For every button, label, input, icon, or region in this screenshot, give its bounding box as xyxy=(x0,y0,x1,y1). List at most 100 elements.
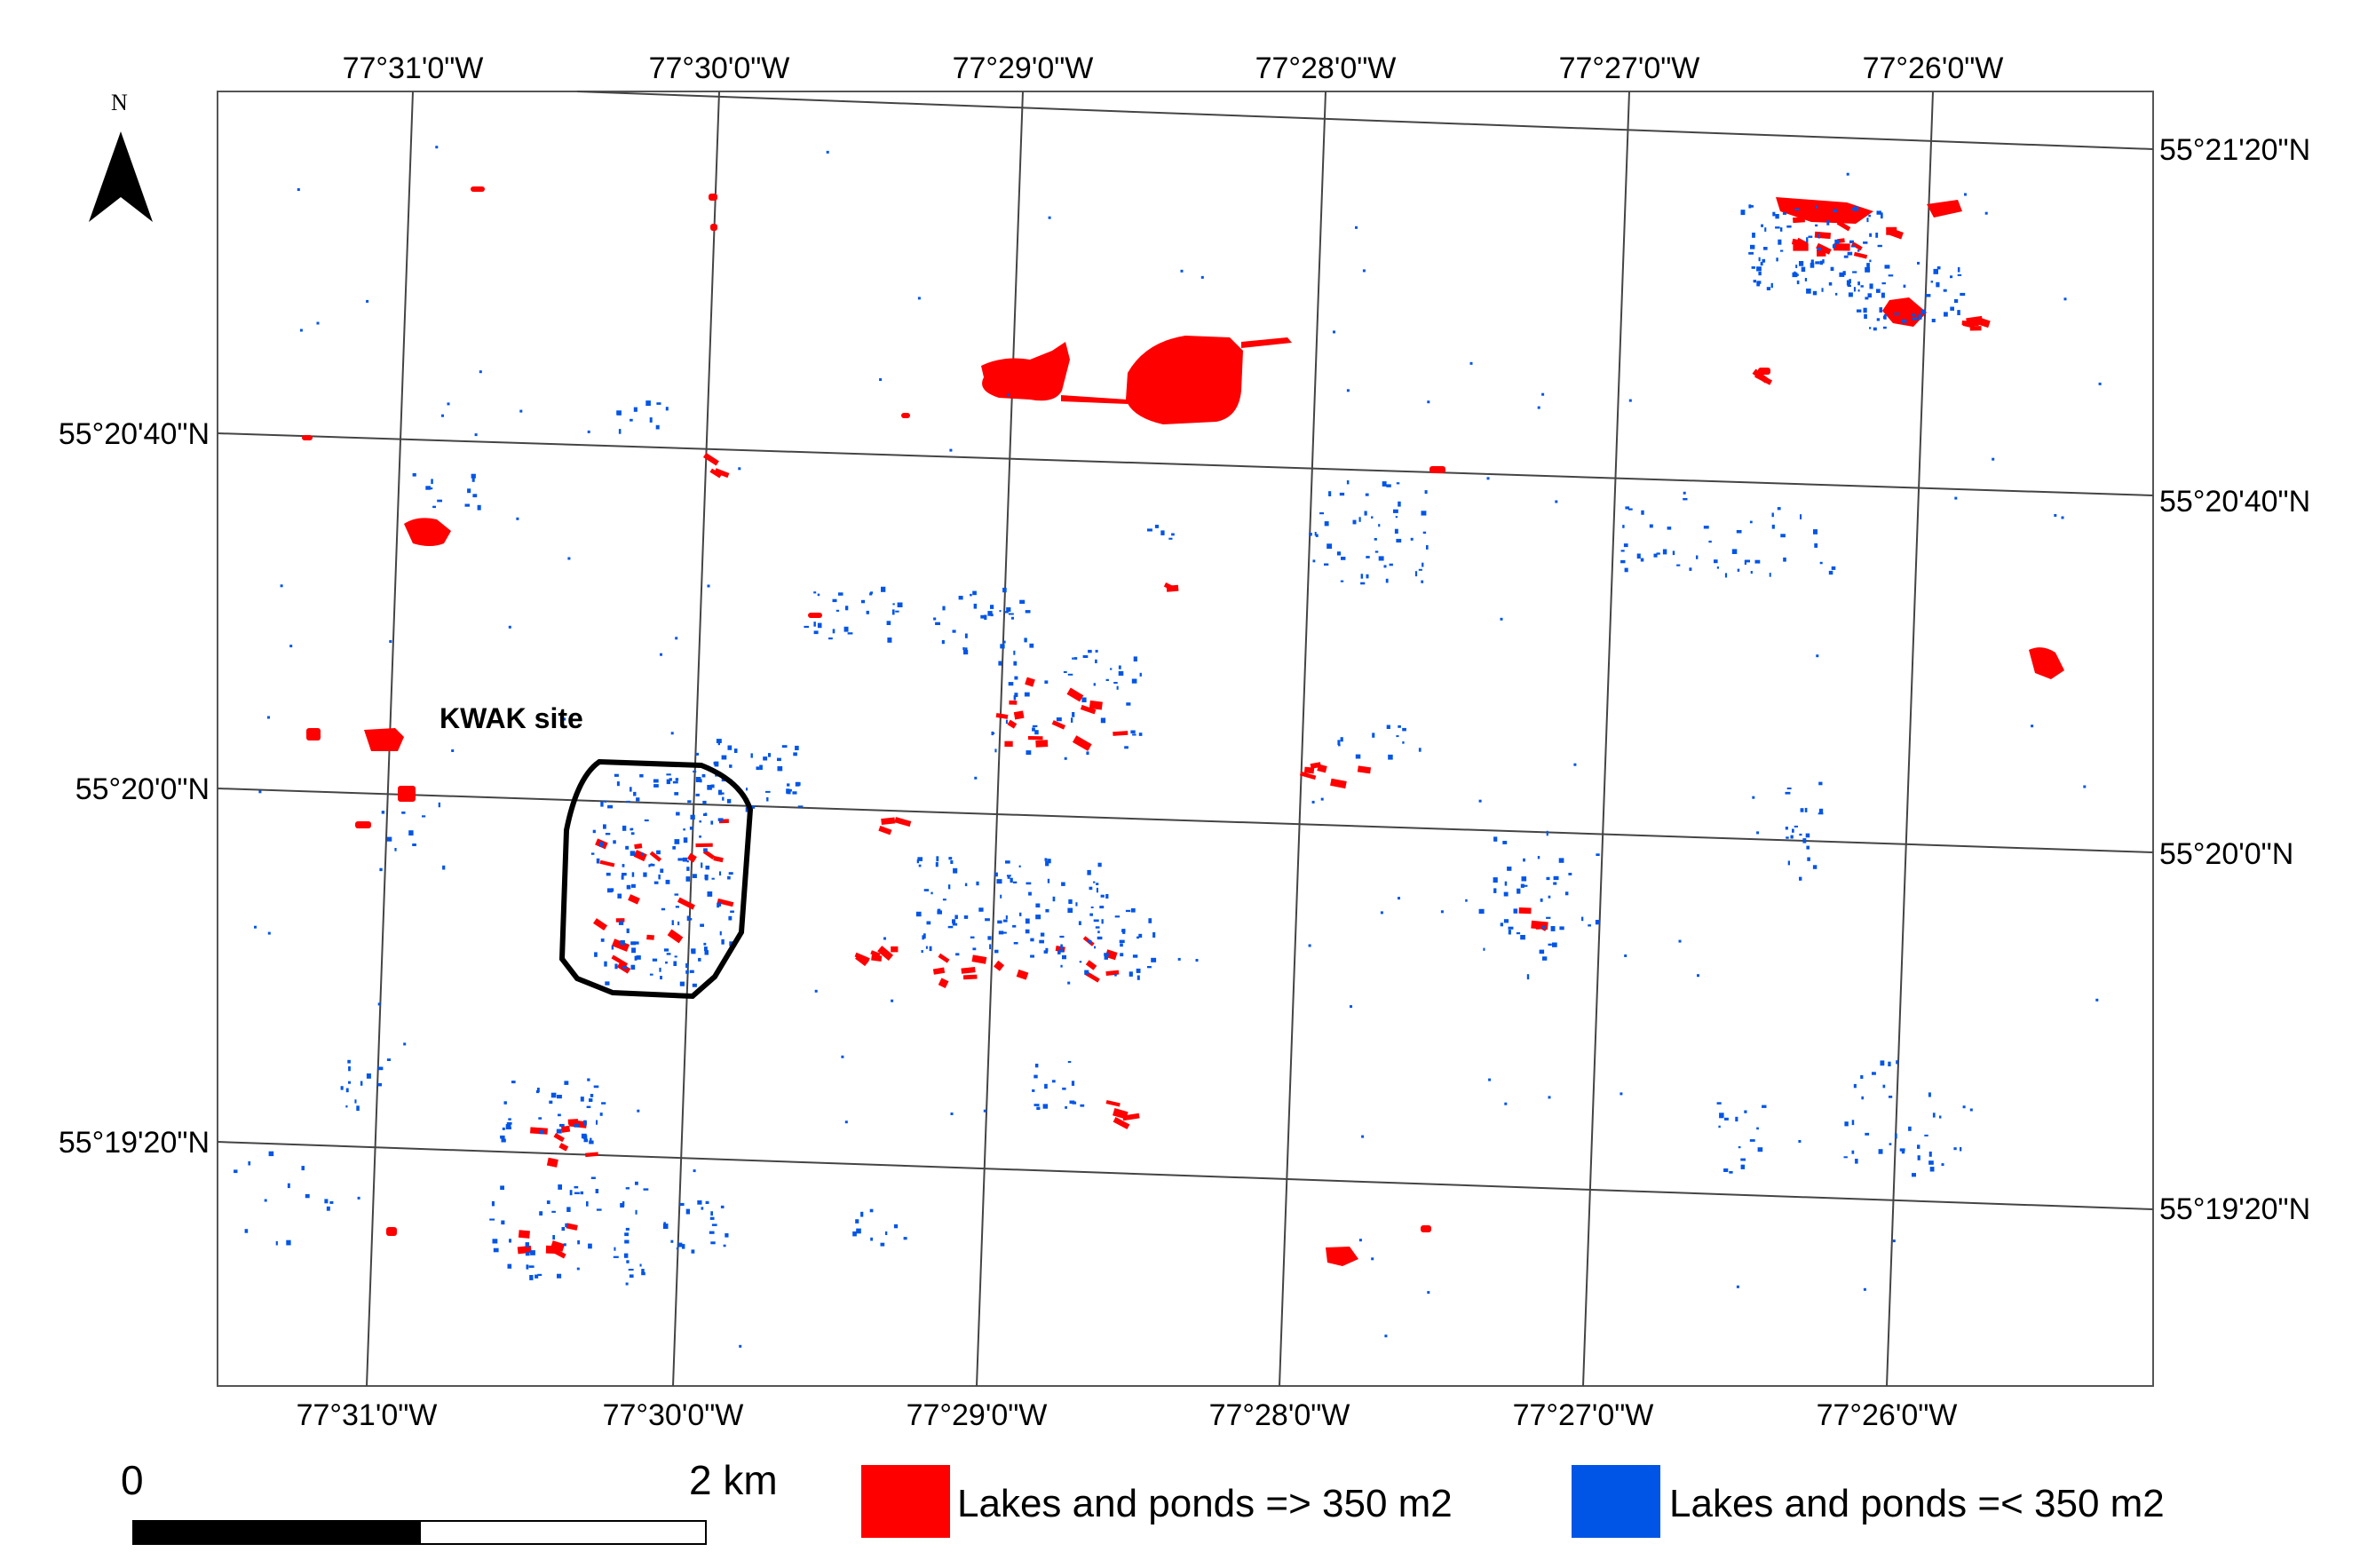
small-pond xyxy=(1427,1291,1430,1295)
small-pond xyxy=(1061,882,1065,886)
large-pond xyxy=(1072,735,1092,751)
small-pond xyxy=(1736,530,1742,534)
small-pond xyxy=(1819,561,1823,565)
small-pond xyxy=(1863,307,1867,313)
small-pond xyxy=(1751,266,1755,269)
small-pond xyxy=(1876,210,1881,215)
small-pond xyxy=(1884,265,1890,269)
small-pond xyxy=(1035,915,1041,920)
small-pond xyxy=(1625,506,1630,510)
small-pond xyxy=(1714,559,1718,564)
small-pond xyxy=(665,407,669,411)
small-pond xyxy=(1860,1075,1864,1079)
large-pond xyxy=(717,898,734,907)
small-pond xyxy=(870,1237,873,1241)
small-pond xyxy=(299,329,303,332)
map-frame xyxy=(217,91,2154,1387)
small-pond xyxy=(376,1082,382,1087)
lake-ne-1 xyxy=(1776,197,1873,224)
small-pond xyxy=(2095,998,2099,1002)
small-pond xyxy=(1309,533,1312,536)
small-pond xyxy=(1889,1096,1893,1098)
small-pond xyxy=(1093,919,1099,923)
small-pond xyxy=(768,753,772,757)
small-pond xyxy=(1044,1083,1048,1089)
small-pond xyxy=(673,961,677,966)
small-pond xyxy=(644,819,649,822)
small-pond xyxy=(1912,317,1918,321)
small-pond xyxy=(1072,712,1075,717)
small-pond xyxy=(604,961,607,967)
small-pond xyxy=(1553,875,1559,881)
small-pond xyxy=(1882,315,1886,320)
small-pond xyxy=(1928,1092,1931,1097)
small-pond xyxy=(1523,858,1525,862)
small-pond xyxy=(289,645,293,648)
small-pond xyxy=(630,828,632,831)
small-pond xyxy=(1810,262,1815,268)
large-pond xyxy=(306,728,321,740)
small-pond xyxy=(1095,649,1098,653)
small-pond xyxy=(503,1101,507,1105)
small-pond xyxy=(1372,733,1375,738)
small-pond xyxy=(955,953,960,956)
small-pond xyxy=(1034,730,1039,735)
small-pond xyxy=(719,871,722,876)
small-pond xyxy=(1880,1060,1885,1066)
small-pond xyxy=(275,1240,278,1246)
small-pond xyxy=(1740,1158,1746,1161)
small-pond xyxy=(1775,226,1780,229)
small-pond xyxy=(719,792,725,795)
small-pond xyxy=(1036,1106,1041,1110)
small-pond xyxy=(649,973,653,976)
small-pond xyxy=(1656,552,1660,555)
small-pond xyxy=(1744,559,1746,565)
small-pond xyxy=(699,835,701,838)
small-pond xyxy=(479,370,482,374)
small-pond xyxy=(377,1066,384,1071)
small-pond xyxy=(559,1123,565,1127)
large-pond xyxy=(1531,920,1548,931)
small-pond xyxy=(1662,549,1667,555)
small-pond xyxy=(1378,556,1384,561)
small-pond xyxy=(1010,877,1013,883)
small-pond xyxy=(1088,649,1092,653)
small-pond xyxy=(1029,643,1034,648)
small-pond xyxy=(1011,616,1014,620)
large-pond xyxy=(518,1230,530,1239)
small-pond xyxy=(1067,673,1073,676)
small-pond xyxy=(1079,961,1082,963)
small-pond xyxy=(1770,282,1773,289)
small-pond xyxy=(999,610,1002,613)
small-pond xyxy=(1917,1144,1920,1149)
small-pond xyxy=(704,946,708,952)
small-pond xyxy=(1422,562,1424,567)
small-pond xyxy=(1129,971,1133,977)
small-pond xyxy=(1828,281,1833,286)
small-pond xyxy=(1786,788,1792,789)
small-pond xyxy=(622,864,625,867)
small-pond xyxy=(933,617,937,621)
small-pond xyxy=(1903,284,1906,288)
small-pond xyxy=(508,1118,511,1121)
small-pond xyxy=(728,872,733,875)
large-pond xyxy=(938,978,949,989)
small-pond xyxy=(1857,249,1860,252)
large-pond xyxy=(1089,700,1103,710)
small-pond xyxy=(234,1169,238,1174)
small-pond xyxy=(1402,727,1406,732)
bottom-longitude-labels: 77°31'0"W 77°30'0"W 77°29'0"W 77°28'0"W 77°2… xyxy=(297,1398,1958,1432)
small-pond xyxy=(1683,498,1688,501)
small-pond xyxy=(622,1201,625,1207)
large-pond xyxy=(1166,584,1179,592)
small-pond xyxy=(1012,881,1018,883)
small-pond xyxy=(1796,273,1799,276)
small-pond xyxy=(1341,557,1346,560)
small-pond xyxy=(1754,559,1761,564)
small-pond xyxy=(305,1193,310,1199)
small-pond xyxy=(1624,954,1627,957)
large-pond xyxy=(530,1127,548,1135)
small-pond xyxy=(635,1181,638,1185)
small-pond xyxy=(976,881,979,886)
small-pond xyxy=(1548,895,1551,899)
